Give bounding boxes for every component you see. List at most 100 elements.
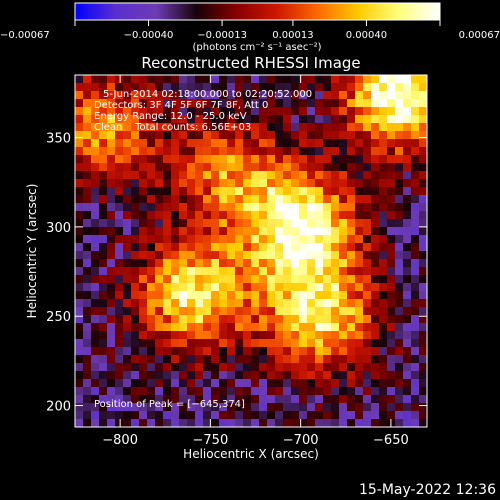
heatmap-cell: [243, 331, 252, 340]
heatmap-cell: [395, 99, 404, 108]
heatmap-cell: [123, 315, 132, 324]
heatmap-cell: [131, 307, 140, 316]
heatmap-cell: [195, 387, 204, 396]
heatmap-cell: [147, 371, 156, 380]
heatmap-cell: [347, 187, 356, 196]
heatmap-cell: [91, 355, 100, 364]
heatmap-cell: [323, 147, 332, 156]
heatmap-cell: [187, 411, 196, 420]
heatmap-cell: [187, 307, 196, 316]
heatmap-cell: [363, 283, 372, 292]
heatmap-cell: [387, 403, 396, 412]
heatmap-cell: [227, 163, 236, 172]
heatmap-cell: [251, 339, 260, 348]
heatmap-cell: [131, 179, 140, 188]
heatmap-cell: [203, 155, 212, 164]
heatmap-cell: [123, 259, 132, 268]
heatmap-cell: [291, 315, 300, 324]
heatmap-cell: [83, 283, 92, 292]
heatmap-cell: [203, 331, 212, 340]
heatmap-cell: [411, 179, 420, 188]
heatmap-cell: [75, 131, 84, 140]
heatmap-cell: [403, 187, 412, 196]
heatmap-cell: [131, 75, 140, 84]
heatmap-cell: [371, 147, 380, 156]
heatmap-cell: [115, 171, 124, 180]
heatmap-cell: [259, 187, 268, 196]
heatmap-cell: [147, 155, 156, 164]
heatmap-cell: [163, 315, 172, 324]
heatmap-cell: [163, 339, 172, 348]
heatmap-cell: [403, 339, 412, 348]
heatmap-cell: [355, 227, 364, 236]
heatmap-cell: [155, 411, 164, 420]
heatmap-cell: [347, 163, 356, 172]
heatmap-cell: [395, 123, 404, 132]
heatmap-cell: [299, 371, 308, 380]
heatmap-cell: [187, 363, 196, 372]
heatmap-cell: [107, 139, 116, 148]
heatmap-cell: [251, 211, 260, 220]
heatmap-cell: [211, 147, 220, 156]
heatmap-cell: [243, 243, 252, 252]
heatmap-cell: [307, 195, 316, 204]
heatmap-cell: [187, 315, 196, 324]
heatmap-cell: [323, 251, 332, 260]
heatmap-cell: [347, 387, 356, 396]
heatmap-cell: [363, 139, 372, 148]
heatmap-cell: [411, 363, 420, 372]
heatmap-cell: [235, 83, 244, 92]
heatmap-cell: [363, 387, 372, 396]
heatmap-cell: [403, 371, 412, 380]
heatmap-cell: [275, 259, 284, 268]
heatmap-cell: [163, 323, 172, 332]
heatmap-cell: [99, 147, 108, 156]
heatmap-cell: [131, 379, 140, 388]
heatmap-cell: [283, 323, 292, 332]
heatmap-cell: [323, 379, 332, 388]
heatmap-cell: [339, 243, 348, 252]
heatmap-cell: [315, 179, 324, 188]
heatmap-cell: [107, 307, 116, 316]
heatmap-cell: [123, 243, 132, 252]
heatmap-cell: [147, 275, 156, 284]
heatmap-cell: [379, 243, 388, 252]
heatmap-cell: [299, 323, 308, 332]
heatmap-cell: [419, 227, 427, 236]
heatmap-cell: [267, 147, 276, 156]
heatmap-cell: [339, 363, 348, 372]
heatmap-cell: [115, 75, 124, 84]
heatmap-cell: [179, 275, 188, 284]
heatmap-cell: [323, 363, 332, 372]
heatmap-cell: [131, 99, 140, 108]
heatmap-cell: [275, 163, 284, 172]
heatmap-cell: [419, 347, 427, 356]
heatmap-cell: [91, 323, 100, 332]
heatmap-cell: [203, 411, 212, 420]
heatmap-cell: [187, 403, 196, 412]
heatmap-cell: [395, 179, 404, 188]
heatmap-cell: [411, 395, 420, 404]
heatmap-cell: [387, 323, 396, 332]
heatmap-cell: [203, 267, 212, 276]
heatmap-cell: [195, 187, 204, 196]
heatmap-cell: [299, 355, 308, 364]
heatmap-cell: [379, 99, 388, 108]
heatmap-cell: [419, 147, 427, 156]
heatmap-cell: [395, 187, 404, 196]
heatmap-cell: [107, 195, 116, 204]
heatmap-cell: [355, 75, 364, 84]
heatmap-cell: [355, 171, 364, 180]
heatmap-cell: [211, 283, 220, 292]
heatmap-cell: [387, 395, 396, 404]
heatmap-cell: [251, 131, 260, 140]
heatmap-cell: [347, 171, 356, 180]
heatmap-cell: [147, 75, 156, 84]
heatmap-cell: [235, 219, 244, 228]
heatmap-cell: [307, 395, 316, 404]
heatmap-cell: [267, 411, 276, 420]
heatmap-cell: [171, 243, 180, 252]
heatmap-cell: [323, 211, 332, 220]
heatmap-cell: [371, 355, 380, 364]
heatmap-cell: [147, 107, 156, 116]
